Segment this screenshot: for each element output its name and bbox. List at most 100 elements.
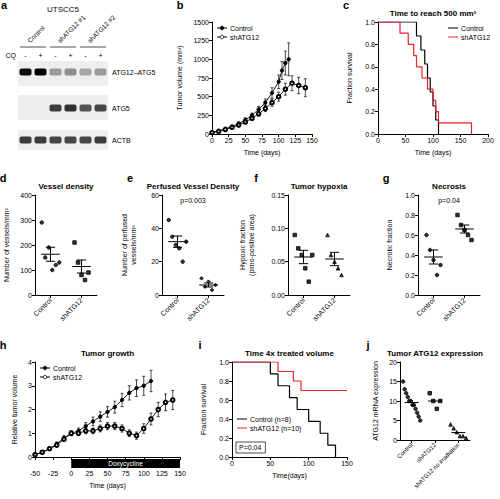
svg-text:0: 0 [69, 470, 73, 477]
svg-text:50: 50 [266, 460, 274, 467]
svg-text:f: f [254, 172, 258, 184]
svg-text:150: 150 [455, 137, 467, 144]
svg-text:0: 0 [28, 292, 32, 299]
svg-text:shATG12 #1: shATG12 #1 [56, 13, 87, 44]
svg-text:Tumor ATG12 expression: Tumor ATG12 expression [387, 349, 483, 358]
svg-text:p=0.003: p=0.003 [180, 197, 206, 205]
svg-text:p=0.04: p=0.04 [438, 197, 460, 205]
svg-text:ATG5: ATG5 [112, 105, 130, 112]
svg-text:Control: Control [26, 24, 46, 44]
svg-text:60: 60 [151, 192, 159, 199]
svg-text:1500: 1500 [193, 19, 209, 26]
svg-text:0.6: 0.6 [365, 63, 375, 70]
svg-text:0.2: 0.2 [219, 435, 229, 442]
svg-text:Control: Control [53, 365, 76, 372]
svg-text:-: - [84, 52, 87, 59]
svg-text:Time to reach 500 mm³: Time to reach 500 mm³ [390, 9, 477, 18]
svg-text:20: 20 [389, 359, 397, 366]
svg-text:300: 300 [20, 217, 32, 224]
svg-text:0: 0 [230, 460, 234, 467]
svg-text:Control (n=8): Control (n=8) [250, 416, 291, 424]
svg-text:500: 500 [197, 93, 209, 100]
svg-text:0.8: 0.8 [405, 212, 415, 219]
svg-text:0.4: 0.4 [405, 252, 415, 259]
svg-text:50: 50 [104, 470, 112, 477]
svg-text:Necrotic fraction: Necrotic fraction [386, 220, 393, 271]
svg-text:d: d [0, 172, 6, 184]
svg-text:shATG12: shATG12 [461, 34, 490, 41]
svg-text:100: 100 [273, 137, 285, 144]
svg-text:0.6: 0.6 [219, 397, 229, 404]
svg-text:(pimo-positive area): (pimo-positive area) [248, 214, 256, 276]
svg-text:10: 10 [389, 398, 397, 405]
svg-text:0.8: 0.8 [365, 41, 375, 48]
svg-text:+: + [98, 52, 102, 59]
svg-text:Control: Control [285, 296, 306, 317]
svg-text:Perfused Vessel Density: Perfused Vessel Density [147, 182, 240, 191]
svg-text:0: 0 [210, 137, 214, 144]
svg-text:75: 75 [258, 137, 266, 144]
svg-text:ATG12 mRNA expression: ATG12 mRNA expression [372, 361, 380, 441]
svg-text:400: 400 [20, 192, 32, 199]
svg-text:1.0: 1.0 [405, 192, 415, 199]
svg-text:-: - [54, 52, 57, 59]
svg-text:Hypoxic fraction: Hypoxic fraction [239, 220, 247, 270]
svg-text:Time(days): Time(days) [272, 472, 307, 480]
svg-text:0.05: 0.05 [271, 258, 285, 265]
svg-text:Time (days): Time (days) [415, 149, 452, 157]
svg-text:ATG12–ATG5: ATG12–ATG5 [112, 69, 155, 76]
svg-text:Fraction survival: Fraction survival [346, 52, 353, 103]
svg-text:0.6: 0.6 [405, 232, 415, 239]
svg-text:Time (days): Time (days) [244, 149, 281, 157]
svg-text:1250: 1250 [193, 37, 209, 44]
svg-text:20: 20 [151, 258, 159, 265]
svg-text:0: 0 [393, 437, 397, 444]
svg-text:Control: Control [415, 296, 436, 317]
svg-text:1000: 1000 [193, 56, 209, 63]
svg-text:Number of perfused: Number of perfused [121, 214, 129, 276]
svg-text:100: 100 [138, 470, 150, 477]
svg-text:Control: Control [230, 25, 253, 32]
svg-text:Tumor volume (mm³): Tumor volume (mm³) [176, 45, 184, 110]
svg-text:50: 50 [402, 137, 410, 144]
svg-text:Control: Control [32, 296, 53, 317]
svg-text:100: 100 [20, 267, 32, 274]
svg-text:b: b [177, 0, 184, 11]
svg-text:-50: -50 [30, 470, 40, 477]
svg-text:Vessel density: Vessel density [38, 182, 94, 191]
svg-text:125: 125 [156, 470, 168, 477]
svg-text:0.15: 0.15 [271, 192, 285, 199]
svg-text:5: 5 [393, 417, 397, 424]
svg-text:Control: Control [461, 25, 484, 32]
svg-text:200: 200 [20, 242, 32, 249]
svg-text:0.2: 0.2 [365, 108, 375, 115]
svg-text:shATG12: shATG12 [53, 374, 82, 381]
svg-text:CQ: CQ [6, 52, 17, 60]
svg-text:shATG12: shATG12 [230, 34, 259, 41]
svg-text:P=0.04: P=0.04 [239, 444, 261, 451]
svg-text:0.8: 0.8 [219, 378, 229, 385]
svg-text:2: 2 [28, 406, 32, 413]
svg-text:4: 4 [28, 359, 32, 366]
svg-text:shATG12 no irradiation: shATG12 no irradiation [413, 442, 460, 489]
svg-text:3: 3 [28, 382, 32, 389]
svg-text:Doxycycline: Doxycycline [108, 460, 143, 468]
svg-text:Time (days): Time (days) [89, 482, 126, 490]
svg-text:0: 0 [376, 137, 380, 144]
svg-text:750: 750 [197, 75, 209, 82]
svg-text:0: 0 [205, 131, 209, 138]
svg-text:shATG12: shATG12 [59, 296, 85, 322]
svg-text:+: + [38, 52, 42, 59]
svg-text:125: 125 [289, 137, 301, 144]
svg-text:e: e [127, 172, 133, 184]
svg-text:shATG12: shATG12 [312, 296, 338, 322]
svg-text:Tumor hypoxia: Tumor hypoxia [291, 182, 348, 191]
svg-text:vessels/mm²: vessels/mm² [130, 225, 137, 265]
svg-text:Necrosis: Necrosis [432, 182, 466, 191]
svg-text:0.2: 0.2 [405, 272, 415, 279]
svg-text:100: 100 [303, 460, 315, 467]
svg-text:-25: -25 [48, 470, 58, 477]
svg-text:0.0: 0.0 [365, 131, 375, 138]
svg-text:UTSCC5: UTSCC5 [47, 5, 80, 14]
svg-text:shATG12 (n=10): shATG12 (n=10) [250, 425, 301, 433]
